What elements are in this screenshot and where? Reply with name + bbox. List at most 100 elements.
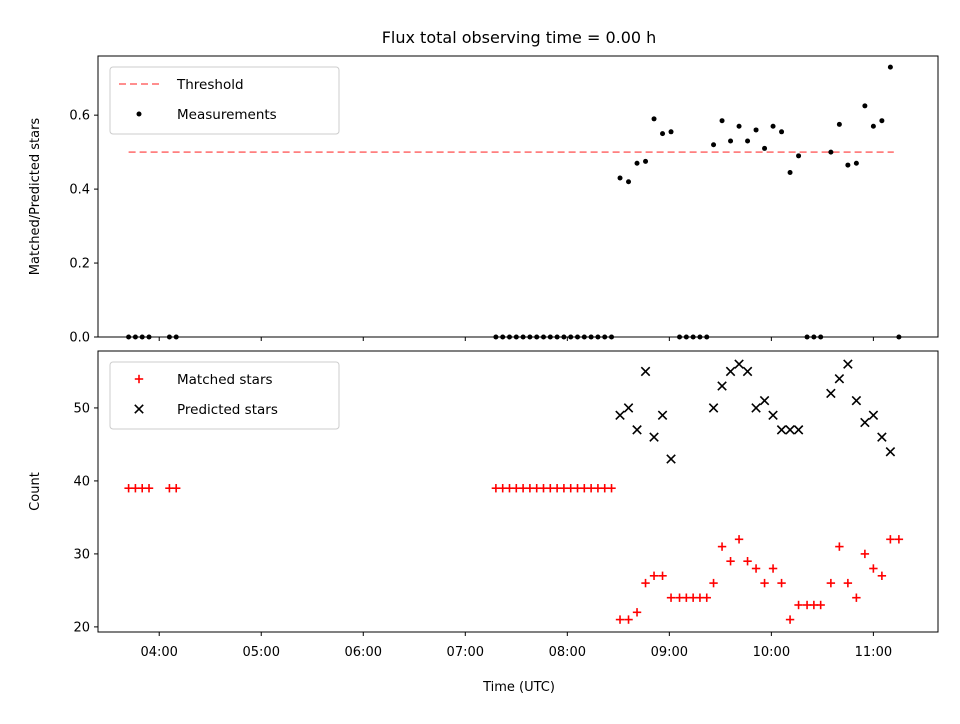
legend-swatch <box>134 374 144 384</box>
data-point-measurement <box>736 123 742 129</box>
x-tick-label: 10:00 <box>753 645 790 660</box>
x-axis-label: Time (UTC) <box>482 680 555 695</box>
data-point-matched <box>641 578 650 588</box>
data-point-matched <box>726 557 735 566</box>
data-point-predicted <box>666 454 676 464</box>
data-point-measurement <box>595 334 601 340</box>
data-point-measurement <box>139 334 145 340</box>
data-point-predicted <box>877 432 887 442</box>
bottom-panel: 04:00 05:00 06:00 07:00 08:00 09:00 10:00 11:00… <box>28 350 939 660</box>
data-point-measurement <box>634 160 640 166</box>
data-point-measurement <box>683 334 689 340</box>
y-tick-label: 50 <box>73 401 90 416</box>
y-tick-label: 0.4 <box>69 183 90 198</box>
y-tick-label: 0.6 <box>69 109 90 124</box>
data-point-predicted <box>708 403 719 413</box>
data-point-measurement <box>745 138 751 144</box>
data-point-measurement <box>870 123 876 129</box>
top-panel: 0.0 0.2 0.4 0.6 Matched/Predicted stars Thres… <box>28 55 939 346</box>
data-point-predicted <box>885 446 896 457</box>
data-point-measurement <box>581 334 587 340</box>
data-point-measurement <box>166 334 172 340</box>
data-point-predicted <box>649 432 659 442</box>
data-point-matched <box>768 564 778 573</box>
data-point-measurement <box>602 334 608 340</box>
legend: Threshold Measurements <box>109 66 340 135</box>
y-axis-label: Matched/Predicted stars <box>28 118 43 276</box>
data-point-matched <box>734 535 744 544</box>
data-point-measurement <box>753 127 759 133</box>
data-point-measurement <box>828 149 834 155</box>
data-point-measurement <box>575 334 581 340</box>
data-point-measurement <box>626 179 632 185</box>
legend: Matched stars Predicted stars <box>109 361 340 430</box>
data-point-matched <box>794 600 803 610</box>
x-tick-label: 08:00 <box>549 645 586 660</box>
data-point-measurement <box>513 334 519 340</box>
x-tick-label: 09:00 <box>651 645 688 660</box>
data-point-measurement <box>500 334 506 340</box>
data-point-measurement <box>862 103 868 109</box>
legend-label: Measurements <box>177 107 277 123</box>
data-point-measurement <box>617 175 623 181</box>
data-point-measurement <box>506 334 512 340</box>
data-point-measurement <box>126 334 132 340</box>
data-point-measurement <box>132 334 138 340</box>
data-point-measurement <box>493 334 499 340</box>
data-point-matched <box>607 484 616 493</box>
data-point-measurement <box>811 334 817 340</box>
data-point-measurement <box>762 145 768 151</box>
data-point-predicted <box>776 425 787 435</box>
legend-box <box>109 361 340 430</box>
data-point-matched <box>172 484 181 493</box>
y-tick-label: 30 <box>73 547 90 562</box>
data-point-matched <box>709 578 718 588</box>
data-point-predicted <box>868 410 879 420</box>
data-point-measurement <box>728 138 734 144</box>
data-point-predicted <box>657 410 668 420</box>
data-point-measurement <box>697 334 703 340</box>
data-point-measurement <box>690 334 696 340</box>
data-point-measurement <box>818 334 824 340</box>
data-point-measurement <box>887 64 893 70</box>
data-point-matched <box>751 564 761 573</box>
data-point-predicted <box>742 366 753 377</box>
data-point-measurement <box>643 158 649 164</box>
data-point-measurement <box>668 129 674 135</box>
data-point-measurement <box>609 334 615 340</box>
data-point-matched <box>624 615 633 624</box>
data-point-measurement <box>541 334 547 340</box>
data-point-measurement <box>853 160 859 166</box>
y-tick-label: 0.2 <box>69 257 90 272</box>
data-point-measurement <box>651 116 657 122</box>
data-point-predicted <box>751 403 761 413</box>
data-point-matched <box>852 593 861 602</box>
data-point-matched <box>894 535 904 544</box>
data-point-measurement <box>146 334 152 340</box>
legend-label: Threshold <box>176 77 244 93</box>
data-point-predicted <box>734 359 744 369</box>
data-point-matched <box>826 578 836 588</box>
data-point-matched <box>843 578 853 588</box>
data-point-matched <box>886 535 895 544</box>
x-tick-label: 04:00 <box>140 645 177 660</box>
data-point-measurement <box>879 118 885 124</box>
data-point-matched <box>777 578 786 588</box>
data-point-predicted <box>768 410 778 420</box>
y-tick-label: 20 <box>73 620 90 635</box>
data-point-measurement <box>554 334 560 340</box>
data-point-predicted <box>826 388 836 399</box>
data-point-matched <box>615 615 625 624</box>
x-tick-label: 07:00 <box>447 645 484 660</box>
data-point-measurement <box>836 121 842 127</box>
data-point-matched <box>869 564 878 573</box>
data-point-measurement <box>711 142 717 148</box>
data-point-measurement <box>770 123 776 129</box>
axes-frame <box>97 350 939 633</box>
data-point-measurement <box>547 334 553 340</box>
legend-swatch <box>134 404 144 414</box>
data-point-measurement <box>527 334 533 340</box>
data-point-matched <box>877 571 887 580</box>
data-point-measurement <box>520 334 526 340</box>
